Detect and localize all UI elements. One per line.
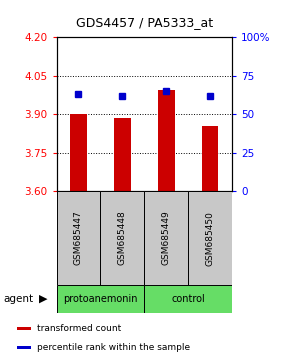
- Text: agent: agent: [3, 294, 33, 304]
- Bar: [114, 118, 131, 191]
- Bar: [17, 346, 30, 349]
- Text: GDS4457 / PA5333_at: GDS4457 / PA5333_at: [77, 17, 213, 29]
- Text: GSM685449: GSM685449: [162, 211, 171, 266]
- Text: GSM685447: GSM685447: [74, 211, 83, 266]
- Text: percentile rank within the sample: percentile rank within the sample: [37, 343, 190, 352]
- Bar: [57, 191, 100, 285]
- Bar: [144, 285, 232, 313]
- Text: protoanemonin: protoanemonin: [63, 294, 138, 304]
- Bar: [100, 191, 144, 285]
- Text: GSM685448: GSM685448: [118, 211, 127, 266]
- Bar: [57, 285, 144, 313]
- Bar: [70, 114, 87, 191]
- Text: control: control: [171, 294, 205, 304]
- Text: GSM685450: GSM685450: [206, 211, 215, 266]
- Bar: [144, 191, 188, 285]
- Text: transformed count: transformed count: [37, 324, 122, 333]
- Bar: [202, 126, 218, 191]
- Text: ▶: ▶: [39, 294, 48, 304]
- Bar: [188, 191, 232, 285]
- Bar: [158, 90, 175, 191]
- Bar: [17, 327, 30, 330]
